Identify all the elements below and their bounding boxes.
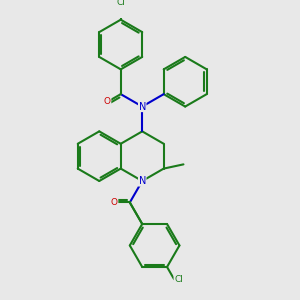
Text: N: N: [139, 102, 146, 112]
Text: O: O: [104, 98, 111, 106]
Text: O: O: [111, 198, 118, 207]
Text: N: N: [139, 176, 146, 186]
Text: Cl: Cl: [174, 275, 183, 284]
Text: Cl: Cl: [116, 0, 125, 7]
